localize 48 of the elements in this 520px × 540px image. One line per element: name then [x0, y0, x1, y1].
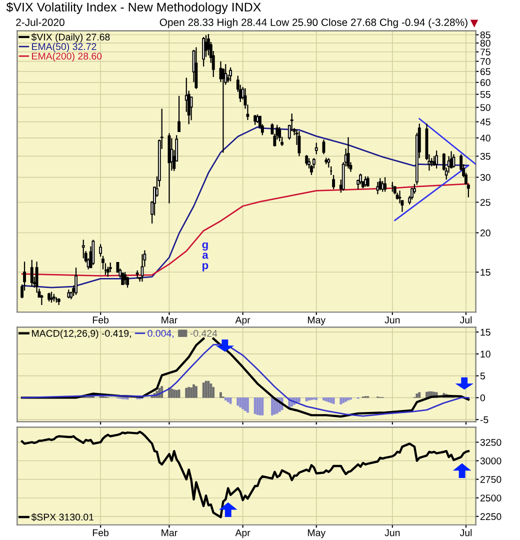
- y-tick-label: 20: [480, 230, 490, 236]
- y-tick-label: 2750: [480, 476, 502, 483]
- chart-subtitle: 2-Jul-2020: [16, 18, 64, 26]
- x-tick-label: May: [308, 316, 326, 326]
- y-tick-label: 65: [480, 68, 490, 76]
- legend-label: $SPX 3130.01: [31, 513, 94, 522]
- x-tick-label: Apr: [235, 529, 250, 538]
- legend-label: -0.424: [190, 330, 218, 337]
- x-tick-label: Feb: [92, 316, 109, 324]
- y-tick-label: 40: [480, 134, 490, 142]
- x-tick-label: May: [308, 529, 326, 538]
- chart-title: $VIX Volatility Index - New Methodology INDX: [6, 2, 261, 14]
- y-tick-label: 15: [480, 328, 490, 336]
- y-tick-label: 0: [480, 394, 485, 402]
- x-tick-label: Apr: [235, 316, 250, 326]
- y-tick-label: 3250: [480, 438, 502, 446]
- legend-label: $VIX (Daily) 27.68: [31, 33, 110, 42]
- y-tick-label: 30: [480, 174, 490, 181]
- x-tick-label: Mar: [162, 316, 178, 324]
- legend-label: EMA(200) 28.60: [32, 52, 102, 62]
- legend-label: 0.004,: [148, 330, 174, 338]
- y-tick-label: 80: [480, 40, 490, 47]
- y-tick-label: 2250: [480, 513, 502, 520]
- x-tick-label: Mar: [162, 529, 178, 536]
- y-tick-label: 60: [480, 79, 490, 86]
- y-tick-label: 50: [480, 104, 490, 111]
- y-tick-label: 85: [480, 31, 490, 38]
- y-tick-label: 45: [480, 118, 490, 126]
- y-tick-label: -5: [480, 416, 488, 424]
- y-tick-label: 70: [480, 58, 490, 65]
- text: Open 28.33 High 28.44 Low 25.90 Close 27.68 Chg -0.94 (-3.28%): [160, 18, 468, 28]
- y-tick-label: 35: [480, 152, 490, 160]
- y-tick-label: 25: [480, 198, 490, 206]
- y-tick-label: 3000: [480, 457, 502, 464]
- legend-label: EMA(50) 32.72: [32, 42, 96, 52]
- y-tick-label: 10: [480, 350, 490, 358]
- y-tick-label: 75: [480, 48, 490, 56]
- x-tick-label: Jun: [384, 316, 400, 324]
- y-tick-label: 15: [480, 268, 490, 276]
- x-tick-label: Jul: [460, 529, 472, 536]
- x-tick-label: Jun: [384, 529, 400, 536]
- y-tick-label: 5: [480, 372, 485, 380]
- y-tick-label: 55: [480, 91, 490, 98]
- legend-label: MACD(12,26,9) -0.419,: [32, 330, 131, 339]
- x-tick-label: Feb: [92, 529, 109, 536]
- y-tick-label: 2500: [480, 494, 502, 502]
- x-tick-label: Jul: [460, 316, 472, 324]
- annotation: gap: [202, 242, 208, 272]
